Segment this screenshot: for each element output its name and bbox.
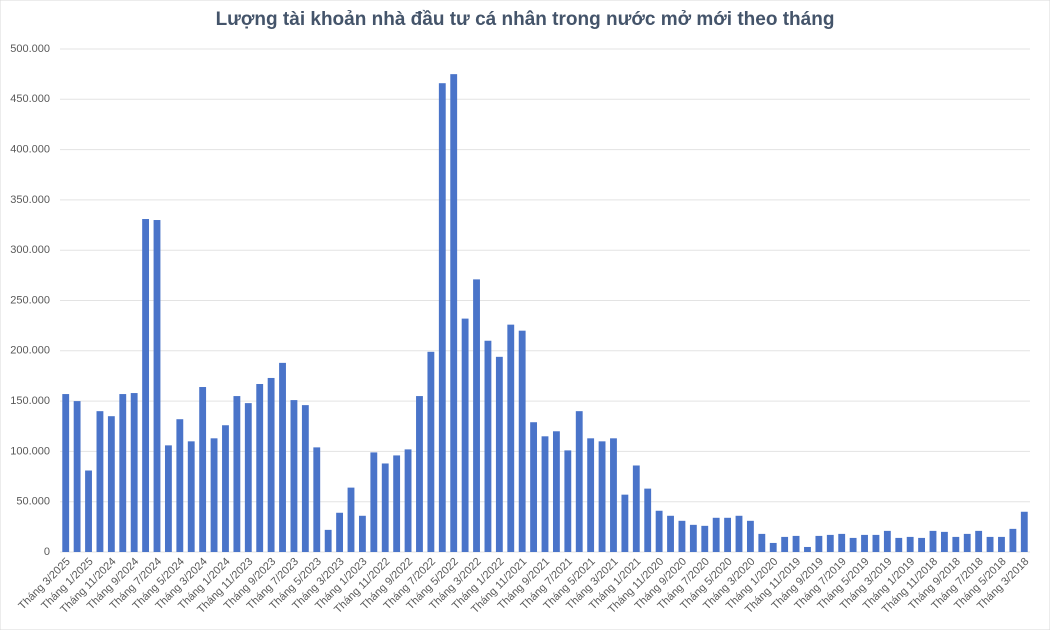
y-tick-label: 100.000 — [10, 445, 50, 457]
y-tick-label: 200.000 — [10, 345, 50, 357]
y-tick-label: 50.000 — [16, 496, 50, 508]
bar — [655, 510, 663, 552]
bar — [769, 542, 777, 552]
bar — [473, 279, 480, 552]
bar — [541, 436, 549, 552]
bar — [792, 535, 800, 552]
bar — [73, 401, 81, 552]
bar — [552, 431, 560, 552]
bar — [404, 449, 412, 552]
bar — [895, 537, 903, 552]
bar — [495, 356, 503, 552]
y-tick-label: 450.000 — [10, 93, 50, 105]
y-tick-label: 300.000 — [10, 244, 50, 256]
bar — [233, 396, 241, 552]
bar — [176, 419, 184, 552]
bar — [986, 536, 994, 552]
bar — [575, 411, 583, 552]
bar — [712, 517, 720, 552]
y-tick-label: 150.000 — [10, 395, 50, 407]
bar — [644, 488, 652, 552]
bar — [484, 340, 492, 552]
bar — [587, 438, 595, 552]
y-tick-label: 0 — [44, 546, 50, 558]
bar — [689, 524, 697, 552]
bar — [918, 537, 926, 552]
bar — [872, 534, 880, 552]
bar — [940, 531, 948, 552]
bar — [142, 219, 150, 552]
bar — [701, 525, 709, 552]
bar — [598, 441, 606, 552]
bar — [507, 324, 515, 552]
bar — [62, 394, 70, 552]
bar — [187, 441, 195, 552]
bar — [906, 536, 914, 552]
y-tick-label: 500.000 — [10, 43, 50, 55]
bar — [461, 318, 469, 552]
bar — [438, 83, 446, 552]
bar — [222, 425, 229, 552]
y-tick-label: 250.000 — [10, 294, 50, 306]
bar — [963, 533, 971, 552]
y-tick-label: 350.000 — [10, 194, 50, 206]
bar — [164, 445, 172, 552]
bar — [244, 403, 252, 552]
bar — [735, 515, 743, 552]
bar — [952, 536, 960, 552]
bar — [1009, 528, 1017, 552]
bar — [107, 416, 115, 552]
bar — [838, 533, 846, 552]
bar — [279, 362, 286, 552]
bar — [1020, 511, 1028, 552]
bar — [313, 447, 321, 552]
bar — [153, 220, 161, 552]
bar — [370, 452, 378, 552]
bar — [450, 74, 458, 553]
bar — [290, 400, 298, 552]
bar — [518, 330, 526, 552]
bar — [347, 487, 355, 552]
bar — [381, 463, 389, 552]
bar — [849, 537, 857, 552]
bar — [883, 530, 891, 552]
bar — [427, 351, 435, 552]
bar — [256, 383, 264, 552]
bar — [724, 517, 732, 552]
bar — [621, 494, 629, 552]
bar — [530, 422, 538, 552]
bar — [358, 515, 366, 552]
bar — [998, 536, 1005, 552]
bar — [393, 455, 401, 552]
bar — [210, 438, 218, 552]
bar — [929, 530, 937, 552]
bar — [678, 520, 686, 552]
bar — [781, 536, 789, 552]
bar — [975, 530, 983, 552]
y-tick-label: 400.000 — [10, 144, 50, 156]
bar — [610, 438, 617, 552]
bar — [746, 520, 754, 552]
bar — [336, 512, 344, 552]
bar — [130, 393, 138, 552]
bar — [324, 529, 332, 552]
bar — [416, 396, 423, 552]
bar — [199, 387, 207, 552]
bar — [267, 377, 275, 552]
bar — [758, 533, 766, 552]
bar — [119, 394, 127, 552]
bar — [815, 535, 823, 552]
bar — [301, 405, 309, 552]
chart-title: Lượng tài khoản nhà đầu tư cá nhân trong… — [216, 9, 835, 30]
bar — [632, 465, 640, 552]
bar — [826, 534, 834, 552]
bar — [96, 411, 104, 552]
bar — [85, 470, 92, 552]
bar — [861, 534, 868, 552]
bar — [564, 450, 572, 552]
bar — [667, 515, 674, 552]
bar — [804, 546, 811, 552]
